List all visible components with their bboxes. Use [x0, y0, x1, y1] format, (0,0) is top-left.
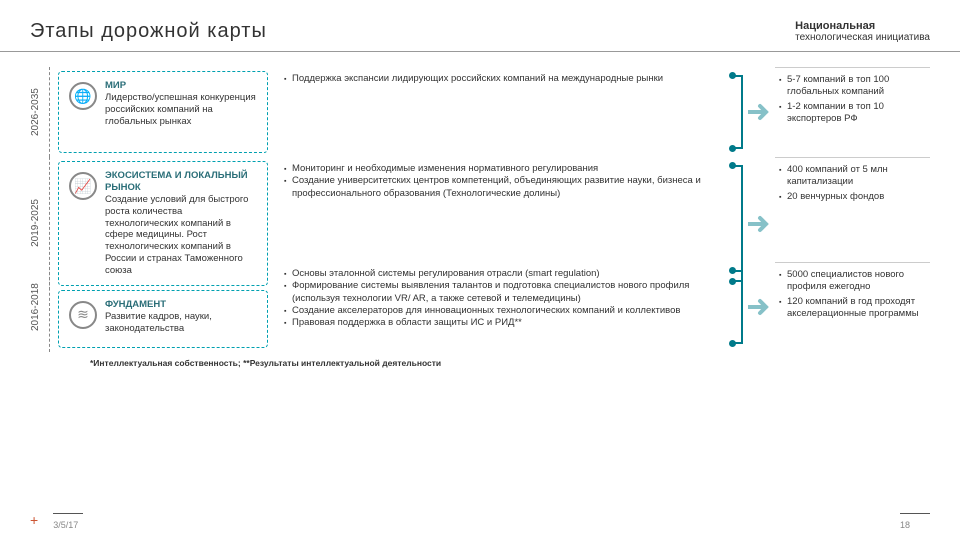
outcomes: 5000 специалистов нового профиля ежегодн…: [775, 262, 930, 352]
stage-text: ФУНДАМЕНТ Развитие кадров, науки, законо…: [105, 299, 257, 335]
action-item: Формирование системы выявления талантов …: [284, 280, 721, 305]
period-label: 2026-2035: [30, 67, 50, 157]
actions: Основы эталонной системы регулирования о…: [276, 262, 729, 352]
footer-date: 3/5/17: [53, 520, 78, 530]
stage-row-2026-2035: 2026-2035 🌐 МИР Лидерство/успешная конку…: [30, 67, 930, 157]
stage-body: Лидерство/успешная конкуренция российски…: [105, 92, 256, 127]
bracket: [729, 262, 747, 352]
action-item: Поддержка экспансии лидирующих российски…: [284, 73, 721, 85]
arrow-icon: [747, 262, 775, 352]
outcome-item: 1-2 компании в топ 10 экспортеров РФ: [779, 101, 926, 126]
action-item: Создание университетских центров компете…: [284, 175, 721, 200]
footer: + 3/5/17 18: [30, 510, 930, 530]
footer-right: 18: [900, 510, 930, 530]
outcome-item: 20 венчурных фондов: [779, 191, 926, 203]
outcome-item: 5000 специалистов нового профиля ежегодн…: [779, 269, 926, 294]
action-item: Мониторинг и необходимые изменения норма…: [284, 163, 721, 175]
stage-box: 🌐 МИР Лидерство/успешная конкуренция рос…: [58, 71, 268, 153]
content: 2026-2035 🌐 МИР Лидерство/успешная конку…: [0, 52, 960, 368]
stage-text: ЭКОСИСТЕМА И ЛОКАЛЬНЫЙ РЫНОК Создание ус…: [105, 170, 257, 277]
action-item: Правовая поддержка в области защиты ИС и…: [284, 317, 721, 329]
stage-row-2016-2018: 2016-2018 ≋ ФУНДАМЕНТ Развитие кадров, н…: [30, 262, 930, 352]
stage-title: ЭКОСИСТЕМА И ЛОКАЛЬНЫЙ РЫНОК: [105, 170, 248, 193]
arrow-icon: [747, 67, 775, 157]
logo-line2: технологическая инициатива: [795, 32, 930, 43]
bracket: [729, 67, 747, 157]
outcome-item: 120 компаний в год проходят акселерацион…: [779, 296, 926, 321]
logo-line1: Национальная: [795, 20, 930, 32]
stage-body: Развитие кадров, науки, законодательства: [105, 311, 212, 334]
actions: Поддержка экспансии лидирующих российски…: [276, 67, 729, 157]
chart-icon: 📈: [69, 172, 97, 200]
footnote: *Интеллектуальная собственность; **Резул…: [30, 352, 930, 368]
page-title: Этапы дорожной карты: [30, 20, 267, 43]
wave-icon: ≋: [69, 301, 97, 329]
action-item: Создание акселераторов для инновационных…: [284, 305, 721, 317]
stage-title: МИР: [105, 80, 126, 91]
header: Этапы дорожной карты Национальная технол…: [0, 0, 960, 52]
outcome-item: 5-7 компаний в топ 100 глобальных компан…: [779, 74, 926, 99]
period-label: 2016-2018: [30, 262, 50, 352]
page-number: 18: [900, 520, 910, 530]
outcome-item: 400 компаний от 5 млн капитализации: [779, 164, 926, 189]
footer-left: + 3/5/17: [30, 510, 83, 530]
stage-title: ФУНДАМЕНТ: [105, 299, 166, 310]
org-logo: Национальная технологическая инициатива: [795, 20, 930, 43]
globe-icon: 🌐: [69, 82, 97, 110]
stage-text: МИР Лидерство/успешная конкуренция росси…: [105, 80, 257, 128]
stage-box: ≋ ФУНДАМЕНТ Развитие кадров, науки, зако…: [58, 290, 268, 348]
action-item: Основы эталонной системы регулирования о…: [284, 268, 721, 280]
plus-icon: +: [30, 512, 38, 528]
outcomes: 5-7 компаний в топ 100 глобальных компан…: [775, 67, 930, 157]
